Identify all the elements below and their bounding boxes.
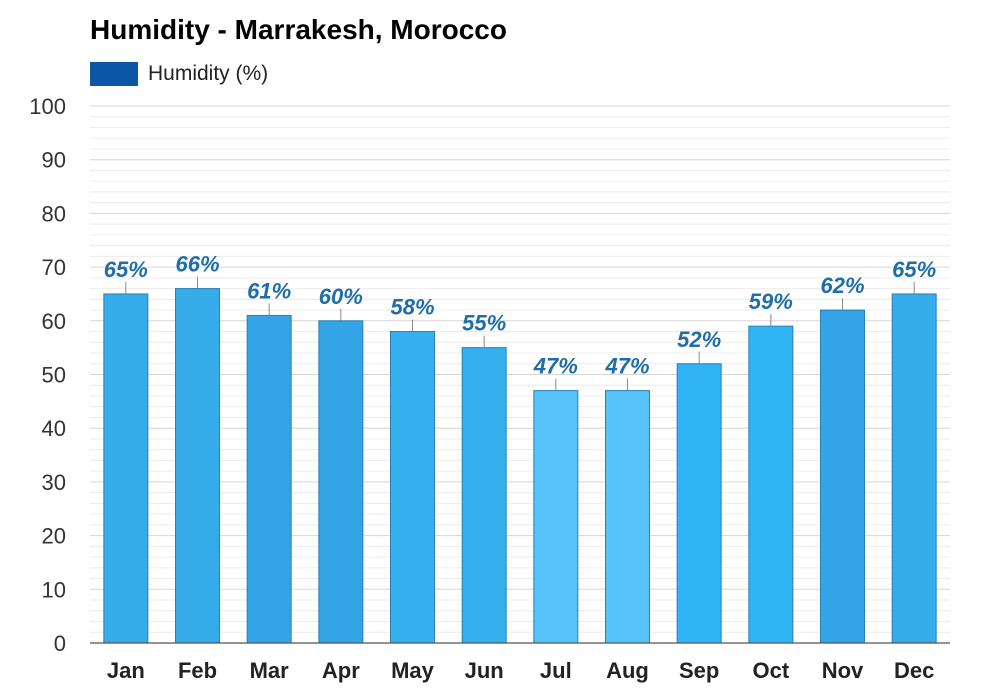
data-label: 47% [533, 354, 578, 379]
data-label: 59% [749, 289, 793, 314]
x-tick-label: Oct [752, 658, 789, 683]
y-tick-label: 40 [42, 416, 66, 441]
x-tick-label: Nov [822, 658, 864, 683]
bar [676, 363, 722, 644]
x-tick-label: May [391, 658, 435, 683]
data-label: 65% [104, 257, 148, 282]
bar [605, 390, 650, 644]
y-tick-label: 0 [54, 631, 66, 656]
y-tick-label: 60 [42, 309, 66, 334]
bar [820, 309, 865, 644]
data-label: 58% [390, 295, 434, 320]
legend-swatch [90, 62, 138, 86]
x-tick-label: Jun [465, 658, 504, 683]
data-label: 55% [462, 311, 506, 336]
x-tick-label: Sep [679, 658, 719, 683]
data-label: 52% [677, 327, 721, 352]
y-tick-label: 50 [42, 363, 66, 388]
data-label: 60% [319, 284, 363, 309]
data-label: 66% [175, 252, 219, 277]
data-label: 61% [247, 278, 291, 303]
data-label: 47% [604, 354, 649, 379]
bar [246, 314, 292, 644]
y-tick-label: 20 [42, 524, 66, 549]
x-tick-label: Apr [322, 658, 360, 683]
y-tick-label: 90 [42, 148, 66, 173]
bar [103, 293, 149, 644]
data-label: 65% [892, 257, 936, 282]
x-tick-label: Dec [894, 658, 934, 683]
bar [748, 325, 794, 644]
y-tick-label: 10 [42, 577, 66, 602]
legend: Humidity (%) [90, 62, 268, 86]
legend-label: Humidity (%) [148, 62, 269, 85]
bar [175, 288, 220, 644]
bar [533, 390, 579, 644]
bar [390, 331, 435, 644]
bar [461, 347, 507, 644]
chart-title: Humidity - Marrakesh, Morocco [90, 14, 507, 45]
x-tick-label: Aug [606, 658, 649, 683]
data-label: 62% [820, 273, 864, 298]
x-tick-label: Mar [250, 658, 290, 683]
bar [891, 293, 937, 644]
x-tick-label: Jan [107, 658, 145, 683]
y-tick-label: 80 [42, 201, 66, 226]
x-tick-label: Jul [540, 658, 572, 683]
y-tick-label: 30 [42, 470, 66, 495]
y-tick-label: 70 [42, 255, 66, 280]
y-tick-label: 100 [29, 94, 66, 119]
x-tick-label: Feb [178, 658, 217, 683]
bar [318, 320, 364, 644]
